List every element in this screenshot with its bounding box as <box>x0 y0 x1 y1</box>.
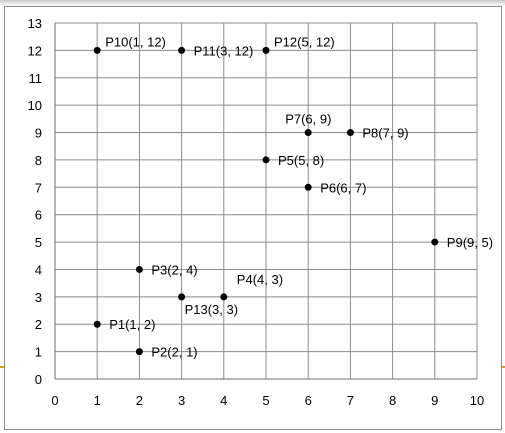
x-tick-label: 3 <box>178 393 185 408</box>
y-tick-label: 7 <box>35 180 42 195</box>
y-tick-label: 8 <box>35 153 42 168</box>
data-label: P2(2, 1) <box>151 345 197 360</box>
data-point <box>93 46 101 54</box>
chart-frame <box>4 6 502 430</box>
data-point <box>262 46 270 54</box>
x-tick-label: 9 <box>431 393 438 408</box>
data-labels: P1(1, 2) P2(2, 1) P3(2, 4) P4(4, 3) P5(5, 8)… <box>105 34 493 359</box>
data-point <box>262 156 270 164</box>
y-tick-label: 6 <box>35 208 42 223</box>
data-label: P12(5, 12) <box>274 34 335 49</box>
y-tick-label: 9 <box>35 126 42 141</box>
data-point <box>135 265 143 273</box>
y-tick-label: 12 <box>28 43 42 58</box>
y-tick-label: 3 <box>35 290 42 305</box>
data-point <box>304 129 312 137</box>
data-point <box>135 348 143 356</box>
x-tick-label: 6 <box>305 393 312 408</box>
x-tick-label: 10 <box>470 393 484 408</box>
data-label: P11(3, 12) <box>194 43 254 58</box>
x-tick-label: 8 <box>389 393 396 408</box>
data-label: P5(5, 8) <box>278 153 324 168</box>
data-label: P13(3, 3) <box>185 302 238 317</box>
data-point <box>346 129 354 137</box>
data-point <box>431 238 439 246</box>
data-point <box>304 183 312 191</box>
data-label: P3(2, 4) <box>151 262 197 277</box>
data-label: P8(7, 9) <box>362 126 408 141</box>
data-point <box>220 293 228 301</box>
x-tick-label: 0 <box>51 393 58 408</box>
y-tick-label: 11 <box>29 71 43 86</box>
x-tick-label: 5 <box>262 393 269 408</box>
x-tick-label: 4 <box>220 393 227 408</box>
data-point <box>93 320 101 328</box>
data-points <box>93 46 439 356</box>
data-label: P7(6, 9) <box>285 112 331 127</box>
y-tick-label: 13 <box>28 16 42 31</box>
data-point <box>178 46 186 54</box>
data-label: P1(1, 2) <box>109 317 155 332</box>
data-label: P6(6, 7) <box>320 180 366 195</box>
y-tick-label: 4 <box>35 262 42 277</box>
x-tick-label: 2 <box>136 393 143 408</box>
y-tick-label: 0 <box>35 372 42 387</box>
data-label: P10(1, 12) <box>105 34 166 49</box>
data-point <box>178 293 186 301</box>
y-tick-label: 10 <box>28 98 42 113</box>
data-label: P4(4, 3) <box>237 272 283 287</box>
data-label: P9(9, 5) <box>447 235 493 250</box>
top-rule <box>0 0 505 6</box>
x-tick-label: 1 <box>94 393 101 408</box>
y-tick-label: 1 <box>35 345 42 360</box>
y-tick-label: 2 <box>35 317 42 332</box>
x-tick-label: 7 <box>347 393 354 408</box>
y-tick-label: 5 <box>35 235 42 250</box>
